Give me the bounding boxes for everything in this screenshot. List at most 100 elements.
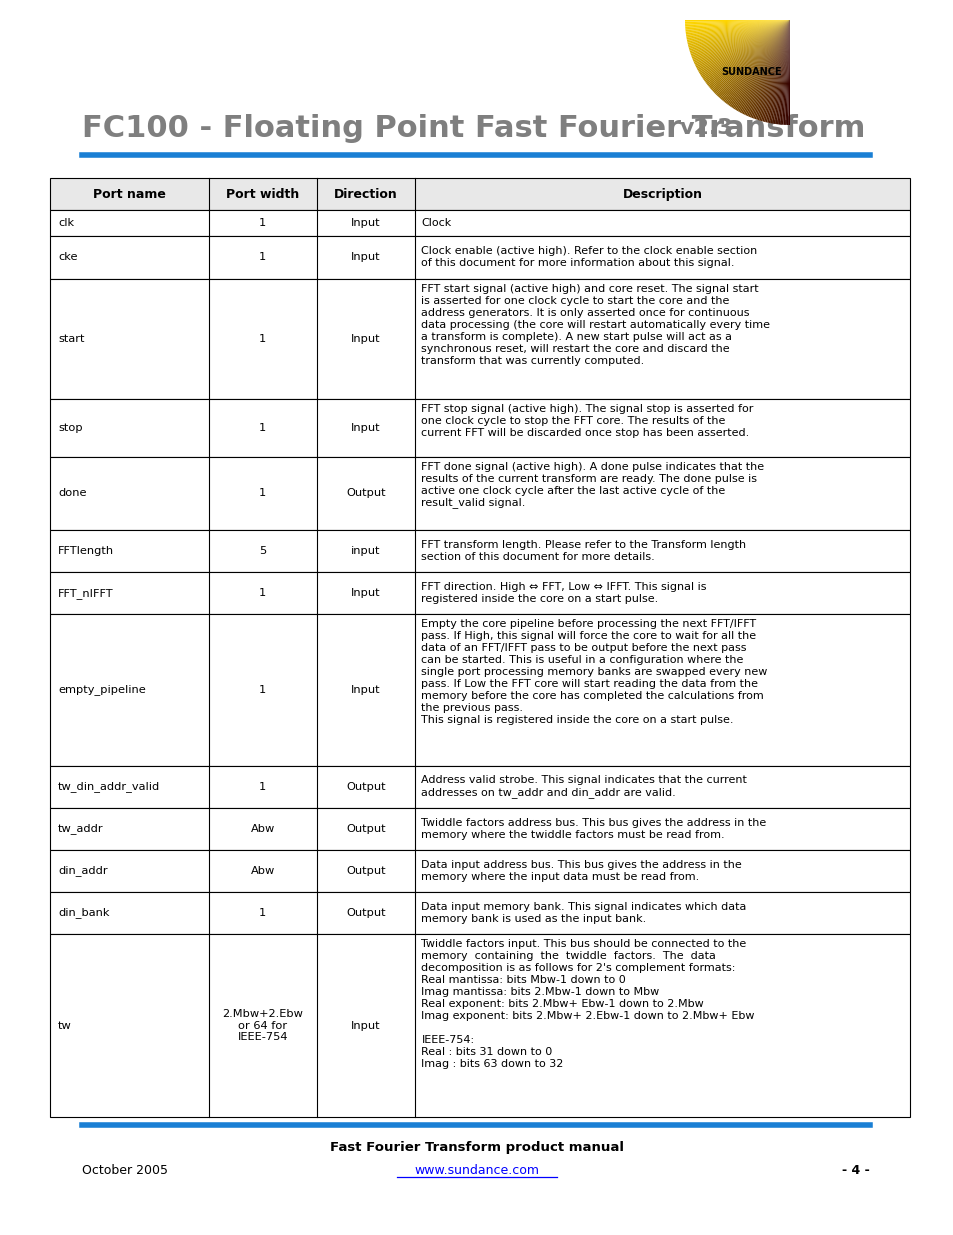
Text: FFT direction. High ⇔ FFT, Low ⇔ IFFT. This signal is
registered inside the core: FFT direction. High ⇔ FFT, Low ⇔ IFFT. T… (421, 582, 706, 604)
Bar (50, 808, 909, 850)
Polygon shape (738, 20, 789, 112)
Polygon shape (714, 20, 789, 94)
Polygon shape (700, 20, 789, 77)
Polygon shape (723, 20, 789, 103)
Polygon shape (755, 20, 789, 120)
Polygon shape (760, 20, 789, 121)
Text: SUNDANCE: SUNDANCE (720, 67, 781, 77)
Polygon shape (732, 20, 789, 109)
Polygon shape (685, 20, 789, 32)
Text: Port name: Port name (93, 188, 166, 200)
Polygon shape (740, 20, 789, 114)
Polygon shape (686, 20, 789, 41)
Text: 1: 1 (259, 488, 266, 498)
Text: Output: Output (346, 488, 385, 498)
Polygon shape (729, 20, 789, 107)
Polygon shape (764, 20, 789, 122)
Text: FC100 - Floating Point Fast Fourier Transform: FC100 - Floating Point Fast Fourier Tran… (82, 114, 864, 142)
Text: start: start (58, 333, 85, 343)
Text: Fast Fourier Transform product manual: Fast Fourier Transform product manual (330, 1140, 623, 1153)
Bar (50, 457, 909, 530)
Polygon shape (776, 20, 789, 125)
Text: FFT transform length. Please refer to the Transform length
section of this docum: FFT transform length. Please refer to th… (421, 540, 746, 562)
Polygon shape (685, 20, 789, 33)
Bar (50, 530, 909, 572)
Text: FFT_nIFFT: FFT_nIFFT (58, 588, 113, 599)
Polygon shape (773, 20, 789, 124)
Text: cke: cke (58, 252, 77, 263)
Polygon shape (684, 20, 789, 22)
Text: Input: Input (351, 333, 380, 343)
Polygon shape (746, 20, 789, 116)
Polygon shape (720, 20, 789, 100)
Text: www.sundance.com: www.sundance.com (414, 1163, 539, 1177)
Polygon shape (739, 20, 789, 112)
Polygon shape (781, 20, 789, 125)
Polygon shape (711, 20, 789, 90)
Polygon shape (743, 20, 789, 115)
Polygon shape (692, 20, 789, 62)
Text: Twiddle factors address bus. This bus gives the address in the
memory where the : Twiddle factors address bus. This bus gi… (421, 818, 766, 840)
Polygon shape (725, 20, 789, 104)
Polygon shape (744, 20, 789, 116)
Bar (50, 934, 909, 1116)
Polygon shape (690, 20, 789, 56)
Polygon shape (691, 20, 789, 57)
Text: Input: Input (351, 588, 380, 598)
Polygon shape (694, 20, 789, 64)
Polygon shape (784, 20, 789, 125)
Polygon shape (684, 20, 789, 25)
Polygon shape (786, 20, 789, 125)
Polygon shape (759, 20, 789, 121)
Text: empty_pipeline: empty_pipeline (58, 684, 146, 695)
Polygon shape (687, 20, 789, 44)
Text: Empty the core pipeline before processing the next FFT/IFFT
pass. If High, this : Empty the core pipeline before processin… (421, 619, 767, 725)
Polygon shape (741, 20, 789, 115)
Text: 1: 1 (259, 422, 266, 432)
Text: tw_din_addr_valid: tw_din_addr_valid (58, 782, 160, 792)
Text: Output: Output (346, 866, 385, 876)
Polygon shape (747, 20, 789, 117)
Polygon shape (684, 20, 789, 28)
Polygon shape (699, 20, 789, 75)
Polygon shape (703, 20, 789, 82)
Polygon shape (751, 20, 789, 119)
Polygon shape (716, 20, 789, 96)
Polygon shape (768, 20, 789, 124)
Text: 1: 1 (259, 908, 266, 918)
Text: done: done (58, 488, 87, 498)
Polygon shape (685, 20, 789, 38)
Polygon shape (709, 20, 789, 89)
Polygon shape (702, 20, 789, 80)
Text: Input: Input (351, 252, 380, 263)
Text: 1: 1 (259, 252, 266, 263)
Text: tw_addr: tw_addr (58, 824, 104, 835)
Text: Input: Input (351, 422, 380, 432)
Text: input: input (351, 546, 380, 556)
Text: Output: Output (346, 782, 385, 792)
Text: FFT done signal (active high). A done pulse indicates that the
results of the cu: FFT done signal (active high). A done pu… (421, 462, 763, 509)
Polygon shape (688, 20, 789, 49)
Polygon shape (689, 20, 789, 54)
Polygon shape (757, 20, 789, 120)
Polygon shape (721, 20, 789, 101)
Polygon shape (685, 20, 789, 36)
Polygon shape (693, 20, 789, 63)
Text: Data input address bus. This bus gives the address in the
memory where the input: Data input address bus. This bus gives t… (421, 860, 741, 882)
Polygon shape (687, 20, 789, 48)
Text: din_addr: din_addr (58, 866, 108, 877)
Bar (50, 236, 909, 279)
Polygon shape (701, 20, 789, 79)
Polygon shape (782, 20, 789, 125)
Text: Port width: Port width (226, 188, 299, 200)
Bar (50, 850, 909, 892)
Text: Input: Input (351, 219, 380, 228)
Bar (50, 279, 909, 399)
Text: Input: Input (351, 1020, 380, 1030)
Text: Clock: Clock (421, 219, 452, 228)
Polygon shape (780, 20, 789, 125)
Text: Twiddle factors input. This bus should be connected to the
memory  containing  t: Twiddle factors input. This bus should b… (421, 939, 754, 1070)
Text: - 4 -: - 4 - (841, 1163, 869, 1177)
Polygon shape (685, 20, 789, 35)
Bar (50, 399, 909, 457)
